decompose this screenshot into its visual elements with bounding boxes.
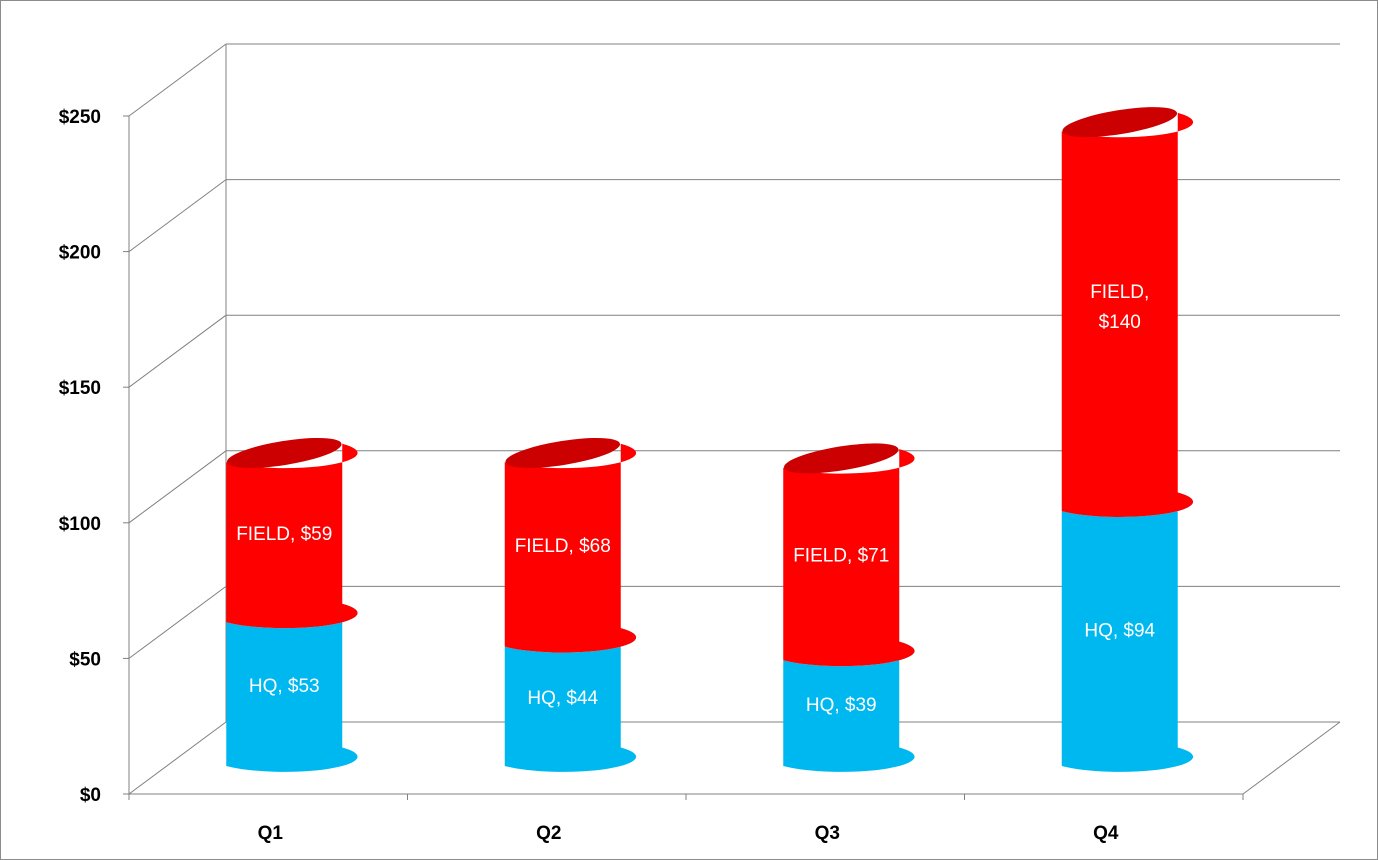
x-tick-label: Q2 <box>536 823 561 844</box>
y-tick-label: $0 <box>80 785 101 806</box>
field-top-cap <box>1062 107 1178 138</box>
x-tick-label: Q3 <box>815 823 840 844</box>
hq-segment <box>1061 492 1194 772</box>
field-segment <box>783 449 915 667</box>
gridline-side <box>128 314 227 388</box>
gridline-side <box>128 43 227 117</box>
field-segment <box>504 443 637 653</box>
data-label: FIELD, <box>1090 282 1149 303</box>
y-tick-label: $100 <box>59 514 101 535</box>
field-top-cap <box>226 437 342 468</box>
y-tick-label: $200 <box>59 243 101 264</box>
hq-segment <box>226 603 358 772</box>
gridline-side <box>128 179 227 253</box>
data-label: FIELD, $68 <box>515 536 611 557</box>
gridline-side <box>128 585 227 659</box>
y-tick-label: $250 <box>59 107 101 128</box>
data-label: HQ, $53 <box>249 676 320 697</box>
data-label: HQ, $94 <box>1084 620 1155 641</box>
y-tick-label: $150 <box>59 378 101 399</box>
data-label: FIELD, $59 <box>236 524 332 545</box>
data-label: $140 <box>1099 312 1141 333</box>
field-segment <box>1061 112 1194 517</box>
y-tick-label: $50 <box>69 649 101 670</box>
field-top-cap <box>783 443 899 474</box>
x-tick-label: Q4 <box>1093 823 1119 844</box>
floor-right-edge <box>1242 721 1341 795</box>
data-label: FIELD, $71 <box>793 546 889 567</box>
hq-segment <box>504 628 637 772</box>
gridline-side <box>128 450 227 524</box>
data-label: HQ, $44 <box>527 688 598 709</box>
gridline-side <box>128 721 227 795</box>
hq-segment <box>783 641 915 772</box>
field-top-cap <box>505 437 621 468</box>
data-label: HQ, $39 <box>806 695 877 716</box>
field-segment <box>226 443 358 629</box>
x-tick-label: Q1 <box>258 823 284 844</box>
